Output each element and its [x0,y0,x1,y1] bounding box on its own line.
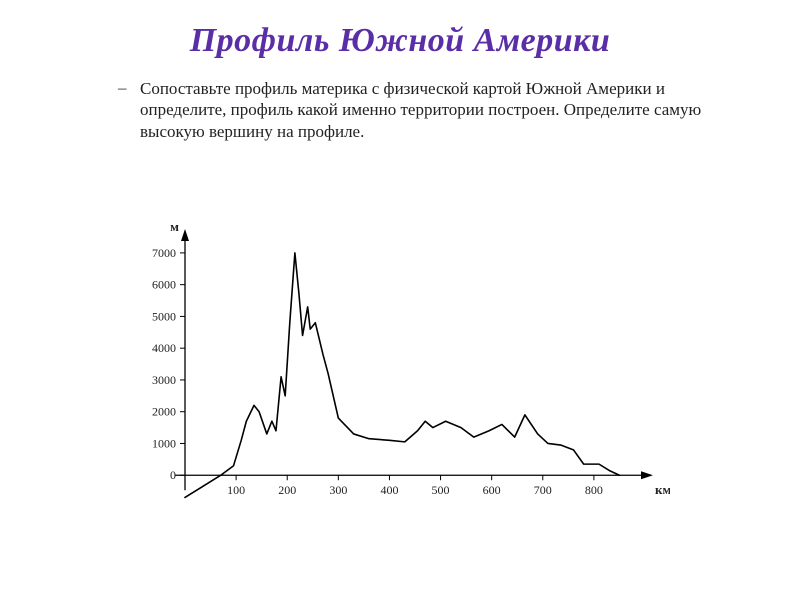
svg-text:0: 0 [170,468,176,482]
svg-text:6000: 6000 [152,278,176,292]
svg-text:300: 300 [329,483,347,497]
svg-text:500: 500 [432,483,450,497]
chart-svg: 0 1000 2000 3000 4000 5000 6000 7000 100 200 300 40… [130,222,670,542]
page-title: Профиль Южной Америки [0,22,800,60]
svg-text:м: м [170,222,179,234]
svg-text:800: 800 [585,483,603,497]
svg-text:1000: 1000 [152,436,176,450]
svg-text:100: 100 [227,483,245,497]
task-text: Сопоставьте профиль материка с физическо… [140,78,710,142]
elevation-profile-chart: 0 1000 2000 3000 4000 5000 6000 7000 100 200 300 40… [130,222,670,542]
page-root: Профиль Южной Америки – Сопоставьте проф… [0,22,800,600]
svg-text:3000: 3000 [152,373,176,387]
task-dash: – [118,78,127,98]
svg-text:5000: 5000 [152,309,176,323]
svg-text:700: 700 [534,483,552,497]
svg-text:2000: 2000 [152,405,176,419]
task-block: – Сопоставьте профиль материка с физичес… [140,78,710,142]
svg-text:км: км [655,482,670,497]
svg-text:400: 400 [380,483,398,497]
svg-text:600: 600 [483,483,501,497]
svg-text:4000: 4000 [152,341,176,355]
svg-text:200: 200 [278,483,296,497]
svg-text:7000: 7000 [152,246,176,260]
